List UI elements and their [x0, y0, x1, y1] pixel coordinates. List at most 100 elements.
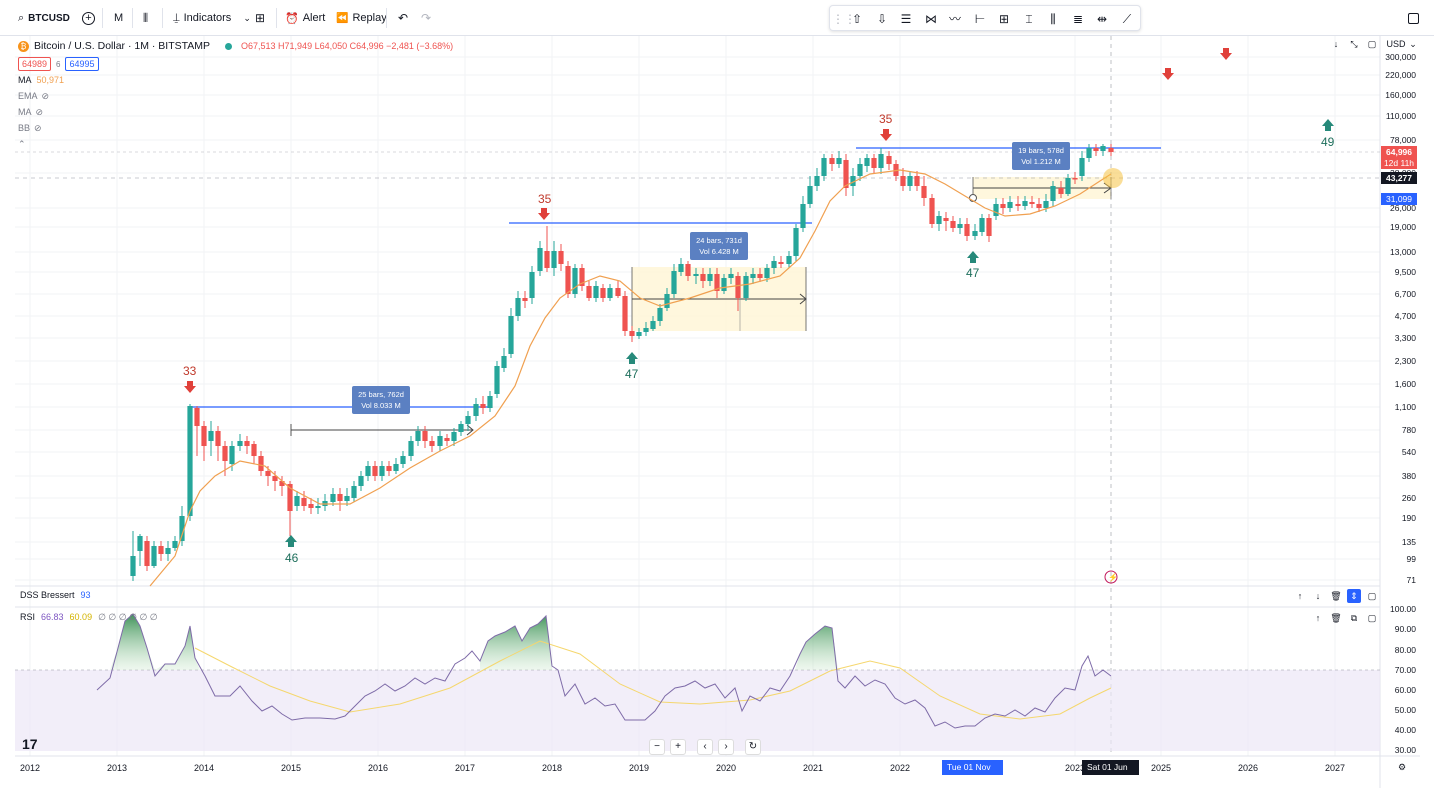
measure-vol: Vol 8.033 M [361, 401, 401, 410]
date-price-range-icon[interactable]: ⊞ [998, 12, 1010, 26]
move-up-icon[interactable]: ↑ [1315, 613, 1321, 623]
candle-body [800, 204, 806, 228]
zoom-in-button[interactable]: + [670, 739, 686, 755]
eye-off-icon[interactable]: ⊘ [34, 122, 42, 133]
ma-legend[interactable]: MA 50,971 [18, 72, 453, 88]
collapse-pane-icon[interactable]: ⤡ [1350, 39, 1358, 49]
indicators-button[interactable]: ⍊ Indicators ⌄ [173, 9, 251, 27]
parallel-channel-icon[interactable]: ☰ [900, 12, 912, 26]
candle-body [950, 221, 956, 228]
down-arrow-mark[interactable] [538, 208, 550, 220]
ema-legend[interactable]: EMA ⊘ [18, 88, 453, 104]
alert-button[interactable]: ⏰ Alert [285, 9, 325, 27]
candle-body [251, 444, 257, 456]
time-axis[interactable]: 2012 2013 2014 2015 2016 2017 2018 2019 2020 2021… [0, 757, 1380, 777]
collapse-legend-button[interactable]: ⌃ [18, 136, 453, 152]
price-tick: 78,000 [1390, 135, 1416, 145]
move-up-icon[interactable]: ↑ [1297, 591, 1303, 601]
interval-button[interactable]: M [114, 9, 123, 27]
up-arrow-mark[interactable] [967, 251, 979, 263]
candle-body [301, 498, 307, 506]
redo-button[interactable]: ↷ [421, 9, 431, 27]
candle-body [629, 331, 635, 336]
price-range-icon[interactable]: ⌶ [1025, 12, 1033, 26]
settings-icon[interactable]: ⧉ [1350, 613, 1358, 623]
candle-body [187, 406, 193, 516]
chevron-up-icon: ⌃ [18, 138, 26, 149]
replay-button[interactable]: ⏪ Replay [336, 9, 387, 27]
date-range-icon[interactable]: ⊢ [974, 12, 986, 26]
buy-button[interactable]: 64995 [65, 57, 99, 71]
candle-body [929, 198, 935, 224]
maximize-pane-icon[interactable]: ▢ [1367, 39, 1377, 49]
candle-body [1022, 201, 1028, 206]
candle-body [315, 506, 321, 508]
ma-price-label: 31,099 [1381, 193, 1417, 205]
chevron-down-icon[interactable]: ⌄ [1409, 39, 1417, 49]
ema-legend-label: EMA [18, 91, 38, 101]
bb-legend[interactable]: BB ⊘ [18, 120, 453, 136]
maximize-pane-icon[interactable]: ▢ [1367, 591, 1377, 601]
trash-icon[interactable]: 🗑 [1330, 613, 1342, 623]
candle-body [714, 274, 720, 291]
trash-icon[interactable]: 🗑 [1330, 591, 1342, 601]
up-arrow-mark[interactable] [1322, 119, 1334, 131]
arrow-mark-down-icon[interactable]: ⇩ [876, 12, 888, 26]
down-arrow-mark[interactable] [880, 129, 892, 141]
currency-selector[interactable]: USD [1386, 39, 1406, 49]
bars-pattern-icon[interactable]: ⫼ [1050, 12, 1056, 26]
compare-symbol-button[interactable]: + [82, 9, 95, 27]
measure-bars: 19 bars, 578d [1018, 146, 1064, 155]
tradingview-logo[interactable]: 17 [22, 736, 38, 752]
ma-line [149, 169, 1112, 587]
candle-body [444, 438, 450, 441]
undo-button[interactable]: ↶ [398, 9, 408, 27]
down-arrow-mark[interactable] [1220, 48, 1232, 60]
candle-body [408, 441, 414, 456]
legend-title: Bitcoin / U.S. Dollar · 1M · BITSTAMP [34, 40, 211, 52]
price-chart[interactable]: ⚡ 17 [0, 36, 1434, 788]
trend-line-icon[interactable]: ⟋ [1122, 12, 1132, 26]
down-arrow-mark[interactable] [184, 381, 196, 393]
ma2-legend-label: MA [18, 107, 32, 117]
candle-body [607, 288, 613, 298]
ma2-legend[interactable]: MA ⊘ [18, 104, 453, 120]
price-axis[interactable]: 300,000220,000160,000110,00078,00038,000… [1380, 36, 1420, 786]
elliott-wave-icon[interactable]: 〰 [948, 12, 961, 26]
fullscreen-button[interactable] [1408, 9, 1419, 27]
eye-off-icon[interactable]: ⊘ [41, 90, 50, 101]
maximize-pane-icon[interactable]: ▢ [1367, 613, 1377, 623]
drag-handle-icon[interactable]: ⋮⋮ [832, 12, 856, 26]
event-icon[interactable] [1104, 570, 1118, 584]
rsi-axis[interactable]: 100.00 90.00 80.00 70.00 60.00 50.00 40.00 30.0… [1380, 600, 1420, 755]
down-arrow-mark[interactable] [1162, 68, 1174, 80]
pane-move-down-icon[interactable]: ↓ [1333, 39, 1339, 49]
move-down-icon[interactable]: ↓ [1315, 591, 1321, 601]
eye-off-icon[interactable]: ⊘ [35, 106, 44, 117]
price-tick: 380 [1401, 471, 1416, 481]
ray-icon[interactable]: ⇹ [1096, 12, 1108, 26]
up-arrow-mark[interactable] [285, 535, 297, 547]
scroll-right-button[interactable]: › [718, 739, 734, 755]
dss-legend[interactable]: DSS Bressert 93 [20, 590, 91, 600]
pattern-icon[interactable]: ⋈ [925, 12, 937, 26]
measure-bars: 24 bars, 731d [696, 236, 742, 245]
up-arrow-mark[interactable] [626, 352, 638, 364]
scroll-left-button[interactable]: ‹ [697, 739, 713, 755]
zoom-out-button[interactable]: − [649, 739, 665, 755]
expand-pane-icon[interactable]: ⇕ [1347, 589, 1361, 603]
layouts-button[interactable]: ⊞ [255, 9, 265, 27]
legend-title-row[interactable]: ₿ Bitcoin / U.S. Dollar · 1M · BITSTAMP … [18, 38, 453, 54]
chart-type-button[interactable]: ⫴ [143, 9, 148, 27]
rsi-legend[interactable]: RSI 66.83 60.09 ∅ ∅ ∅ ∅ ∅ ∅ [20, 612, 158, 623]
symbol-search-button[interactable]: ⌕ BTCUSD [18, 9, 70, 27]
sell-button[interactable]: 64989 [18, 57, 52, 71]
candle-body [735, 276, 741, 298]
fib-icon[interactable]: ≣ [1072, 12, 1084, 26]
candle-body [130, 556, 136, 576]
gear-icon[interactable]: ⚙ [1397, 762, 1407, 772]
arrow-mark-up-icon[interactable]: ⇧ [851, 12, 863, 26]
candle-body [151, 546, 157, 566]
candle-body [622, 296, 628, 331]
reset-chart-button[interactable]: ↻ [745, 739, 761, 755]
